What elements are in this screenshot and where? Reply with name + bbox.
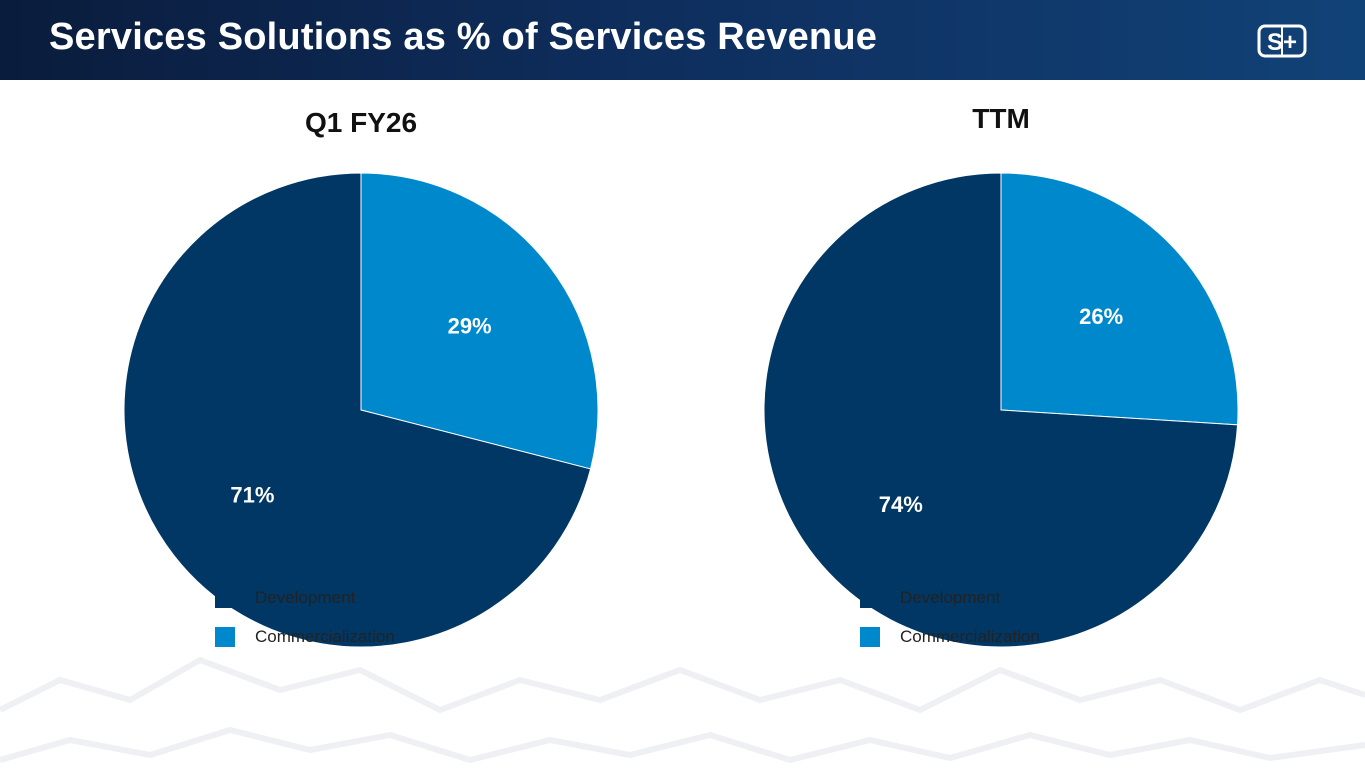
legend-swatch-commercialization	[215, 627, 235, 647]
header-bar: Services Solutions as % of Services Reve…	[0, 0, 1365, 80]
legend-swatch-commercialization	[860, 627, 880, 647]
legend-label: Development	[900, 588, 1001, 607]
chart-title: Q1 FY26	[305, 107, 417, 138]
legend-label: Commercialization	[255, 627, 395, 646]
legend-swatch-development	[215, 588, 235, 608]
logo-text: S+	[1267, 29, 1297, 56]
page-title: Services Solutions as % of Services Reve…	[49, 16, 878, 58]
legend-label: Development	[255, 588, 356, 607]
pie-charts: Q1 FY26 29% 71% TTM 26% 74%	[123, 103, 1239, 648]
slice-label-development: 71%	[230, 482, 274, 507]
background-hex-pattern	[0, 656, 1365, 764]
legend-ttm: Development Commercialization	[860, 588, 1040, 666]
legend-swatch-development	[860, 588, 880, 608]
slice-label-commercialization: 26%	[1079, 304, 1123, 329]
legend-q1: Development Commercialization	[215, 588, 395, 666]
pie-slice-commercialization	[360, 172, 599, 470]
legend-item-commercialization: Commercialization	[860, 627, 1040, 647]
pie-slice-development	[123, 172, 592, 648]
chart-title: TTM	[972, 103, 1030, 134]
legend-label: Commercialization	[900, 627, 1040, 646]
pie-chart-1: TTM 26% 74%	[763, 103, 1239, 648]
slice-label-commercialization: 29%	[448, 314, 492, 339]
slice-label-development: 74%	[879, 492, 923, 517]
legend-item-development: Development	[860, 588, 1040, 608]
legend-item-development: Development	[215, 588, 395, 608]
pie-slice-development	[763, 172, 1239, 648]
legend-item-commercialization: Commercialization	[215, 627, 395, 647]
pie-slice-commercialization	[1000, 172, 1239, 426]
pie-chart-0: Q1 FY26 29% 71%	[123, 107, 599, 648]
company-logo: S+	[1257, 24, 1307, 58]
